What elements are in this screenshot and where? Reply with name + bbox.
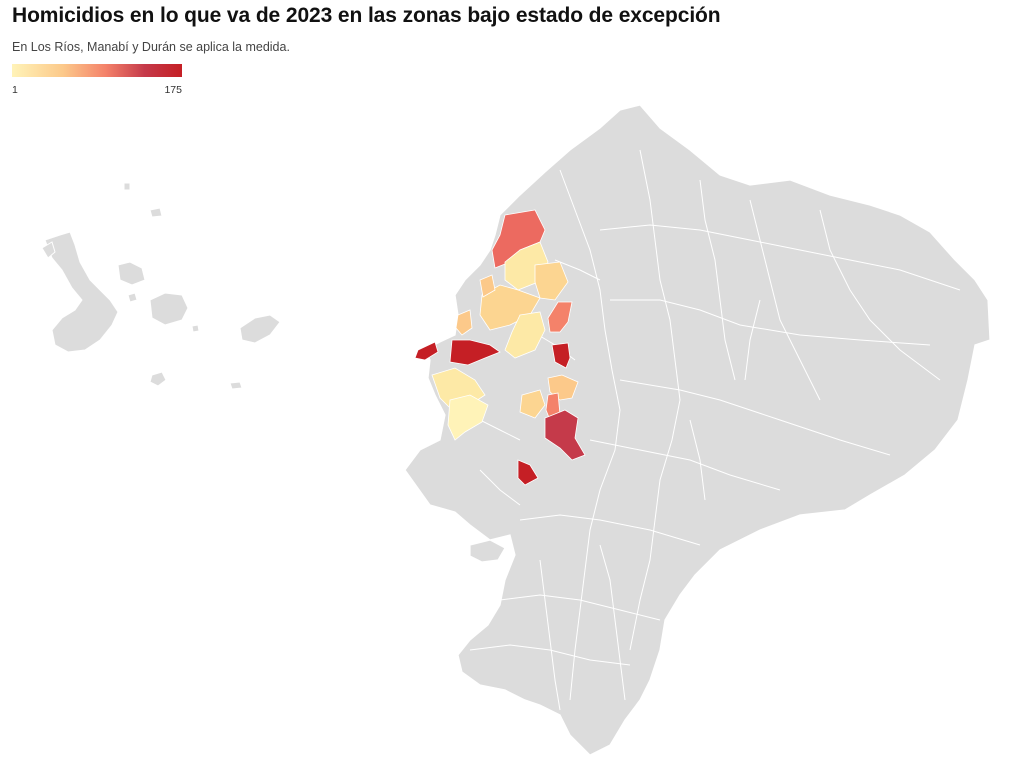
island-san-cristobal: [239, 314, 281, 344]
canton-manabi-south-2: [447, 394, 489, 441]
map-subtitle: En Los Ríos, Manabí y Durán se aplica la…: [12, 40, 290, 54]
color-legend: 1 175: [12, 64, 182, 96]
highlighted-cantons: [414, 209, 586, 486]
canton-duran: [517, 459, 539, 486]
canton-portoviejo: [449, 339, 501, 366]
canton-manta: [414, 341, 439, 361]
island-small: [127, 292, 138, 303]
legend-min-label: 1: [12, 84, 18, 96]
mainland-outline: [404, 104, 991, 756]
island-isabela: [44, 231, 119, 353]
island-santa-cruz: [149, 292, 189, 326]
legend-max-label: 175: [164, 84, 182, 96]
galapagos-islands: [41, 182, 281, 390]
island-fernandina: [41, 241, 56, 259]
canton-manabi-coast: [455, 309, 473, 336]
legend-gradient-bar: [12, 64, 182, 77]
puna-island: [469, 539, 506, 563]
canton-babahoyo: [544, 409, 586, 461]
canton-manabi-mid-2: [504, 311, 546, 359]
island-small-2: [191, 324, 200, 333]
island-marchena: [149, 207, 163, 218]
canton-los-rios-red: [551, 342, 571, 369]
canton-manabi-small: [479, 274, 496, 298]
map-title: Homicidios en lo que va de 2023 en las z…: [12, 4, 721, 27]
mainland: [404, 104, 991, 756]
canton-manabi-north-2: [534, 261, 569, 301]
island-espanola: [229, 381, 243, 390]
canton-los-rios-north: [547, 301, 573, 333]
island-floreana: [149, 371, 167, 387]
island-pinta: [123, 182, 131, 191]
island-santiago: [117, 261, 146, 286]
canton-los-rios-2: [519, 389, 546, 419]
canton-borders: [459, 149, 961, 711]
